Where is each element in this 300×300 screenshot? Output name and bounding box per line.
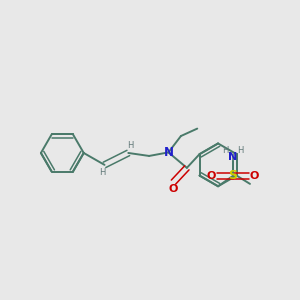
Text: H: H: [128, 141, 134, 150]
Text: N: N: [228, 152, 238, 162]
Text: N: N: [164, 146, 173, 159]
Text: H: H: [222, 146, 228, 155]
Text: O: O: [250, 171, 259, 181]
Text: H: H: [99, 168, 105, 177]
Text: H: H: [238, 146, 244, 155]
Text: O: O: [169, 184, 178, 194]
Text: S: S: [228, 169, 237, 182]
Text: O: O: [206, 171, 216, 181]
